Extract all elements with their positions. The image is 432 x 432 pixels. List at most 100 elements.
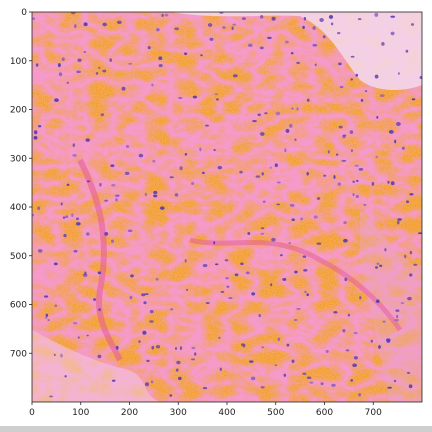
- nucleus: [370, 339, 373, 343]
- nucleus: [274, 163, 278, 168]
- nucleus: [110, 164, 115, 168]
- nucleus: [92, 298, 97, 301]
- nucleus: [37, 124, 42, 128]
- nucleus: [205, 302, 210, 304]
- nucleus: [395, 309, 400, 312]
- nucleus: [394, 318, 399, 322]
- x-tick-label: 500: [267, 408, 284, 418]
- nucleus: [37, 249, 43, 253]
- nucleus: [124, 171, 130, 176]
- nucleus: [85, 138, 90, 142]
- nucleus: [258, 313, 261, 318]
- nucleus: [379, 94, 385, 97]
- nucleus: [247, 232, 251, 235]
- nucleus: [164, 13, 169, 17]
- nucleus: [152, 159, 156, 163]
- nucleus: [54, 98, 59, 102]
- nucleus: [341, 159, 347, 162]
- nucleus: [289, 123, 293, 128]
- nucleus: [387, 180, 390, 184]
- nucleus: [177, 376, 182, 381]
- nucleus: [333, 311, 338, 314]
- y-tick-label: 700: [10, 349, 27, 359]
- nucleus: [219, 367, 222, 371]
- nucleus: [202, 171, 205, 175]
- nucleus: [70, 12, 76, 15]
- nucleus: [37, 206, 41, 211]
- nucleus: [387, 386, 392, 389]
- nucleus: [390, 181, 395, 186]
- nucleus: [255, 175, 261, 178]
- nucleus: [335, 153, 339, 156]
- nucleus: [290, 52, 294, 55]
- nucleus: [359, 296, 362, 300]
- nucleus: [275, 111, 281, 116]
- nucleus: [169, 394, 173, 397]
- nucleus: [303, 268, 308, 272]
- nucleus: [323, 174, 327, 177]
- nucleus: [225, 277, 229, 280]
- nucleus: [328, 15, 334, 19]
- nucleus: [411, 98, 416, 101]
- nucleus: [158, 56, 163, 61]
- nucleus: [284, 148, 287, 153]
- nucleus: [250, 376, 256, 381]
- nucleus: [267, 36, 272, 40]
- nucleus: [260, 227, 265, 230]
- nucleus: [158, 64, 163, 68]
- nucleus: [63, 233, 67, 238]
- nucleus: [350, 379, 353, 382]
- nucleus: [128, 62, 133, 65]
- nucleus: [53, 262, 58, 266]
- nucleus: [32, 213, 35, 217]
- nucleus: [345, 349, 350, 352]
- nucleus: [353, 331, 358, 335]
- nucleus: [72, 322, 78, 325]
- y-tick-label: 300: [10, 154, 27, 164]
- nucleus: [407, 296, 412, 301]
- nucleus: [262, 200, 266, 203]
- nucleus: [104, 232, 109, 236]
- nucleus: [153, 194, 158, 198]
- nucleus: [291, 107, 294, 110]
- nucleus: [35, 63, 39, 67]
- y-tick-label: 400: [10, 203, 27, 213]
- nucleus: [330, 22, 334, 26]
- nucleus: [296, 307, 301, 310]
- nucleus: [184, 52, 188, 55]
- nucleus: [53, 353, 56, 357]
- nucleus: [151, 83, 154, 87]
- nucleus: [214, 263, 219, 266]
- nucleus: [325, 349, 329, 353]
- nucleus: [306, 98, 310, 102]
- nucleus: [309, 381, 314, 384]
- nucleus: [312, 26, 316, 30]
- nucleus: [261, 172, 264, 176]
- nucleus: [86, 180, 91, 183]
- nucleus: [240, 262, 244, 266]
- nucleus: [213, 148, 216, 152]
- nucleus: [186, 288, 189, 292]
- nucleus: [384, 248, 387, 252]
- nucleus: [390, 31, 395, 36]
- nucleus: [226, 285, 230, 288]
- nucleus: [363, 204, 367, 206]
- nucleus: [352, 180, 356, 183]
- nucleus: [347, 313, 351, 317]
- nucleus: [98, 66, 101, 69]
- nucleus: [375, 156, 379, 158]
- nucleus: [343, 238, 348, 243]
- nucleus: [289, 203, 295, 207]
- nucleus: [32, 17, 35, 20]
- nucleus: [353, 356, 358, 360]
- nucleus: [71, 213, 74, 218]
- nucleus: [169, 176, 174, 179]
- nucleus: [410, 23, 415, 26]
- nucleus: [184, 152, 188, 156]
- nucleus: [419, 75, 422, 80]
- nucleus: [60, 353, 63, 358]
- nucleus: [174, 347, 178, 350]
- nucleus: [306, 293, 309, 296]
- nucleus: [302, 372, 307, 376]
- nucleus: [111, 379, 116, 382]
